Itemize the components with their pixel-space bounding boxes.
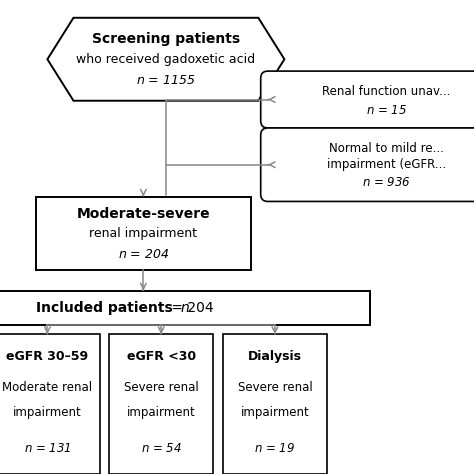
Text: Included patients: Included patients [36, 301, 178, 315]
Text: = 204: = 204 [167, 301, 213, 315]
Text: impairment: impairment [127, 406, 196, 419]
FancyBboxPatch shape [261, 71, 474, 128]
Text: $n$: $n$ [180, 301, 190, 315]
Text: eGFR <30: eGFR <30 [127, 350, 196, 363]
Text: $n$ = 131: $n$ = 131 [24, 442, 71, 456]
Bar [0, 334, 100, 474]
Text: impairment: impairment [13, 406, 82, 419]
FancyBboxPatch shape [261, 128, 474, 201]
Text: $n$ = 15: $n$ = 15 [366, 104, 407, 117]
Bar [223, 334, 327, 474]
Text: Normal to mild re...: Normal to mild re... [329, 142, 444, 155]
Text: $n$ = 1155: $n$ = 1155 [136, 74, 196, 87]
Text: impairment (eGFR...: impairment (eGFR... [327, 158, 446, 171]
Text: impairment: impairment [240, 406, 310, 419]
Text: Moderate renal: Moderate renal [2, 381, 92, 394]
Text: who received gadoxetic acid: who received gadoxetic acid [76, 53, 255, 66]
Bar [0, 291, 370, 325]
Text: $n$ = 19: $n$ = 19 [255, 442, 295, 456]
Text: Dialysis: Dialysis [248, 350, 302, 363]
Text: eGFR 30–59: eGFR 30–59 [6, 350, 89, 363]
Text: renal impairment: renal impairment [90, 227, 197, 240]
Bar [109, 334, 213, 474]
Bar [36, 197, 251, 270]
Text: Screening patients: Screening patients [92, 32, 240, 46]
Text: $n$ = 204: $n$ = 204 [118, 247, 169, 261]
Text: Moderate-severe: Moderate-severe [77, 207, 210, 221]
Text: Renal function unav...: Renal function unav... [322, 85, 450, 99]
Text: $n$ = 936: $n$ = 936 [362, 176, 410, 189]
Polygon shape [47, 18, 284, 101]
Text: Severe renal: Severe renal [124, 381, 199, 394]
Text: Severe renal: Severe renal [237, 381, 312, 394]
Text: $n$ = 54: $n$ = 54 [141, 442, 182, 456]
